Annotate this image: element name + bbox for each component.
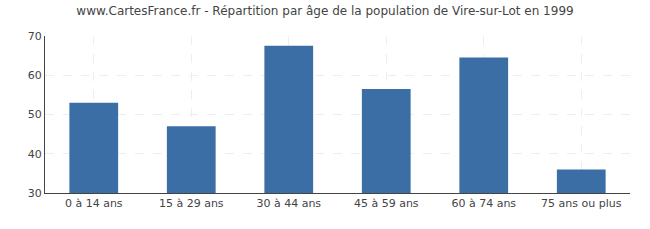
svg-text:www.CartesFrance.fr - Répartit: www.CartesFrance.fr - Répartition par âg…: [76, 4, 573, 18]
svg-text:30: 30: [28, 187, 42, 200]
svg-text:75 ans ou plus: 75 ans ou plus: [541, 197, 622, 210]
svg-text:60 à 74 ans: 60 à 74 ans: [451, 197, 516, 210]
svg-text:30 à 44 ans: 30 à 44 ans: [256, 197, 321, 210]
svg-text:45 à 59 ans: 45 à 59 ans: [354, 197, 419, 210]
svg-text:0 à 14 ans: 0 à 14 ans: [65, 197, 123, 210]
svg-text:40: 40: [28, 148, 42, 161]
svg-text:70: 70: [28, 30, 42, 43]
svg-text:60: 60: [28, 69, 42, 82]
svg-text:15 à 29 ans: 15 à 29 ans: [159, 197, 224, 210]
svg-text:50: 50: [28, 108, 42, 121]
